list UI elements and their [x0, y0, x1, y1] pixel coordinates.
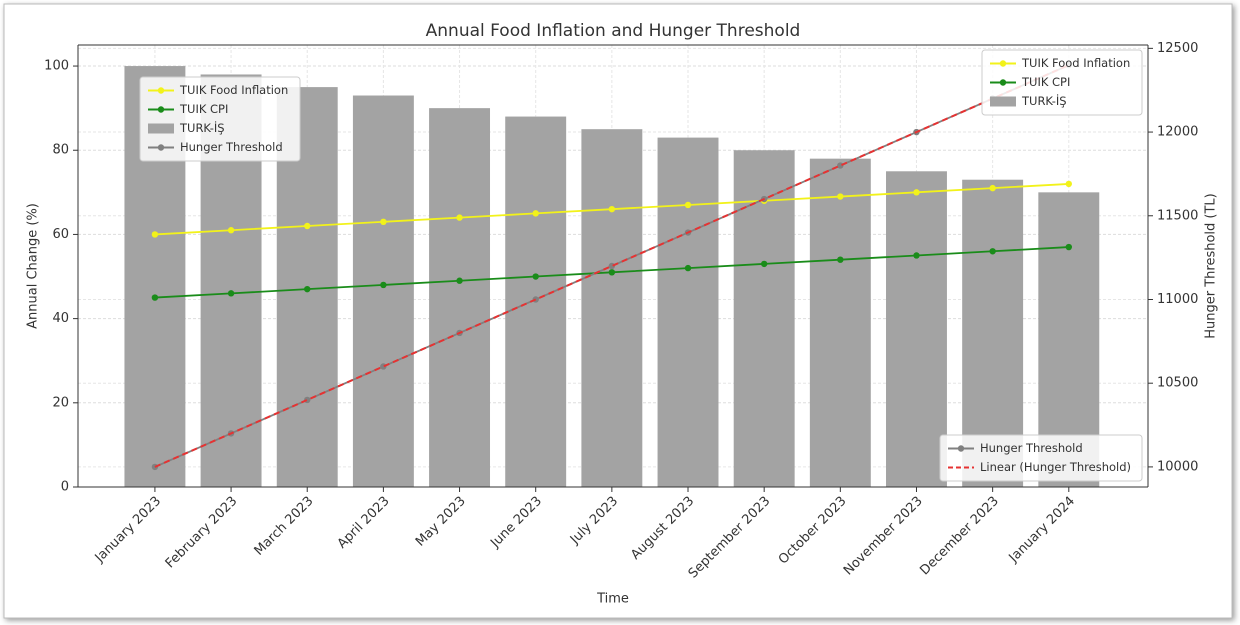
legend-marker [957, 445, 965, 452]
marker [1065, 180, 1072, 188]
legend-label: TURK-İŞ [1021, 93, 1067, 108]
y-tick-label: 100 [44, 59, 69, 74]
marker [227, 290, 235, 297]
line [154, 64, 1070, 468]
marker [151, 294, 159, 301]
marker [380, 281, 387, 289]
bar [352, 95, 414, 487]
y2-tick-label: 12000 [1157, 125, 1198, 140]
marker [380, 218, 387, 225]
y2-tick-label: 10000 [1157, 459, 1198, 474]
legend-swatch [990, 96, 1016, 107]
marker [684, 201, 692, 209]
legend-label: TUIK CPI [179, 102, 228, 116]
y2-tick-label: 12500 [1157, 41, 1198, 56]
legend-box [939, 434, 1143, 482]
marker [913, 252, 920, 259]
marker [989, 184, 996, 192]
marker [989, 248, 996, 255]
y-tick-label: 80 [52, 143, 69, 158]
y2-tick-label: 10500 [1157, 376, 1198, 391]
y-tick-label: 60 [52, 227, 69, 242]
legend: TUIK Food Inflation TUIK CPI TURK-İŞ [981, 49, 1143, 116]
bar [581, 129, 643, 487]
marker [608, 205, 616, 213]
legend-box [981, 49, 1143, 116]
bar [429, 108, 491, 488]
y-tick-label: 40 [52, 311, 69, 326]
legend-marker [999, 79, 1007, 86]
marker [837, 256, 844, 263]
legend-label: Linear (Hunger Threshold) [980, 460, 1131, 474]
y2-tick-label: 11000 [1157, 292, 1198, 307]
y-axis-label: Annual Change (%) [26, 203, 41, 329]
marker [304, 222, 311, 230]
marker [227, 227, 235, 234]
legend-label: TUIK Food Inflation [1021, 56, 1130, 70]
marker [913, 189, 920, 196]
legend-label: TUIK CPI [1021, 75, 1070, 89]
marker [151, 231, 159, 238]
y2-tick-label: 11500 [1157, 208, 1198, 223]
y2-axis-label: Hunger Threshold (TL) [1204, 193, 1219, 339]
legend: TUIK Food Inflation TUIK CPI TURK-İŞ Hunger… [139, 76, 301, 162]
marker [1065, 243, 1072, 251]
legend-marker [157, 106, 165, 113]
legend-label: Hunger Threshold [980, 441, 1083, 455]
chart-title: Annual Food Inflation and Hunger Thresho… [426, 21, 801, 41]
legend-label: TUIK Food Inflation [179, 83, 288, 97]
legend: Hunger Threshold Linear (Hunger Threshold… [939, 434, 1143, 482]
y-tick-label: 0 [61, 480, 69, 495]
marker [456, 214, 463, 221]
marker [837, 193, 844, 200]
marker [760, 260, 768, 268]
legend-marker [157, 87, 165, 94]
legend-swatch [148, 123, 174, 134]
marker [532, 210, 539, 217]
bar [657, 137, 719, 487]
marker [456, 277, 463, 284]
marker [684, 264, 692, 272]
legend-marker [157, 144, 165, 151]
marker [304, 285, 311, 293]
legend-label: Hunger Threshold [180, 140, 283, 154]
legend-box [139, 76, 301, 162]
marker [532, 273, 539, 280]
bar [809, 158, 871, 487]
y-tick-label: 20 [52, 395, 69, 410]
x-axis-label: Time [596, 592, 629, 607]
legend-marker [999, 60, 1007, 67]
bar [733, 150, 795, 487]
bar [886, 171, 947, 488]
legend-label: TURK-İŞ [179, 120, 225, 135]
marker [608, 269, 616, 276]
